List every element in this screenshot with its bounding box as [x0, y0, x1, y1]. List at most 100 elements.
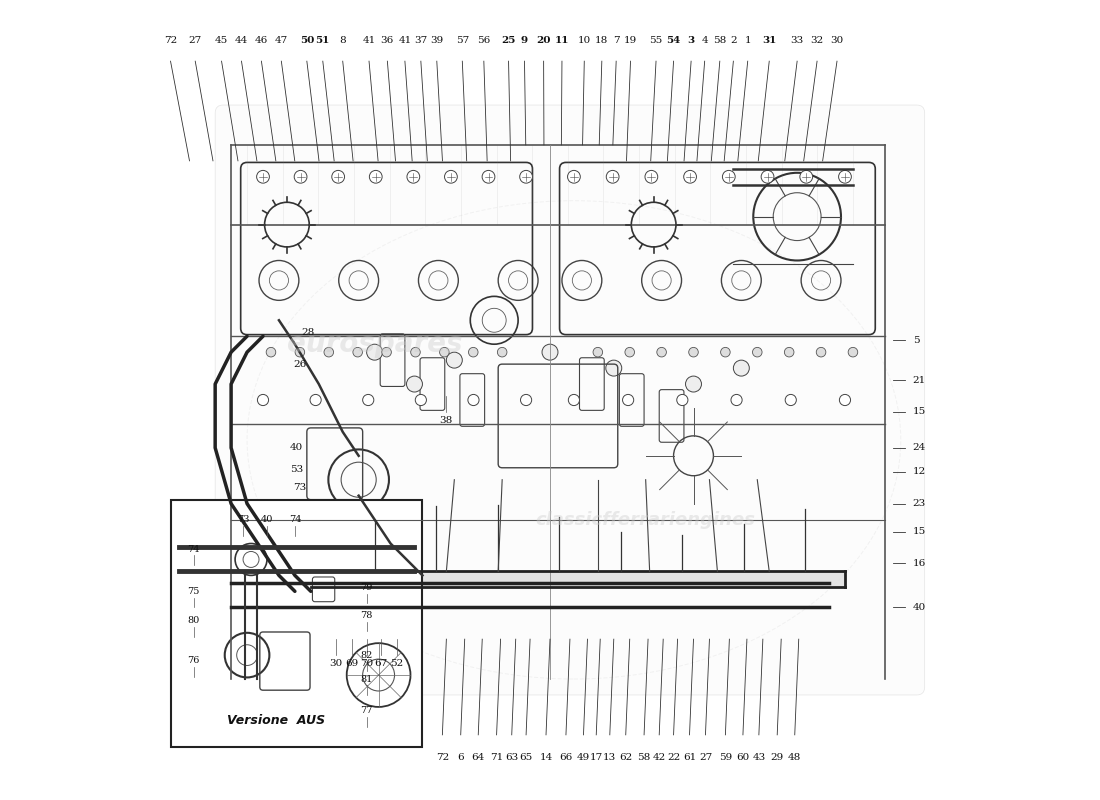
Circle shape — [382, 347, 392, 357]
Text: 75: 75 — [187, 587, 200, 596]
Text: 69: 69 — [345, 659, 359, 668]
Circle shape — [625, 347, 635, 357]
Text: 77: 77 — [361, 706, 373, 715]
Circle shape — [407, 376, 422, 392]
Text: 58: 58 — [713, 36, 726, 46]
Text: 51: 51 — [316, 36, 330, 46]
Text: 21: 21 — [913, 375, 926, 385]
Text: 63: 63 — [505, 753, 518, 762]
Circle shape — [784, 347, 794, 357]
Circle shape — [353, 347, 363, 357]
Text: 81: 81 — [361, 674, 373, 683]
Text: 53: 53 — [289, 465, 302, 474]
Text: 40: 40 — [261, 515, 273, 524]
Text: 10: 10 — [578, 36, 591, 46]
Text: 19: 19 — [624, 36, 637, 46]
Text: 32: 32 — [811, 36, 824, 46]
Text: 72: 72 — [436, 753, 449, 762]
Text: 56: 56 — [477, 36, 491, 46]
Text: classicfferrariengines: classicfferrariengines — [536, 510, 756, 529]
Circle shape — [848, 347, 858, 357]
Text: 17: 17 — [590, 753, 603, 762]
Text: 22: 22 — [667, 753, 680, 762]
Circle shape — [324, 347, 333, 357]
Text: 29: 29 — [771, 753, 784, 762]
Text: 27: 27 — [188, 36, 202, 46]
Circle shape — [816, 347, 826, 357]
Text: 78: 78 — [361, 610, 373, 620]
Text: 36: 36 — [381, 36, 394, 46]
Text: 72: 72 — [164, 36, 177, 46]
Text: 15: 15 — [913, 527, 926, 536]
Circle shape — [569, 394, 580, 406]
Text: 23: 23 — [913, 499, 926, 508]
Circle shape — [520, 394, 531, 406]
Text: 12: 12 — [913, 467, 926, 476]
Circle shape — [266, 347, 276, 357]
Text: 38: 38 — [440, 416, 453, 425]
Text: 45: 45 — [214, 36, 228, 46]
Text: 30: 30 — [330, 659, 343, 668]
Text: 48: 48 — [788, 753, 802, 762]
Text: 70: 70 — [360, 659, 373, 668]
Text: 60: 60 — [736, 753, 749, 762]
Text: 15: 15 — [913, 407, 926, 417]
Circle shape — [497, 347, 507, 357]
Circle shape — [685, 376, 702, 392]
Text: 44: 44 — [235, 36, 249, 46]
Circle shape — [468, 394, 478, 406]
Circle shape — [839, 394, 850, 406]
Text: 9: 9 — [521, 36, 528, 46]
Circle shape — [310, 394, 321, 406]
Text: 7: 7 — [613, 36, 619, 46]
Circle shape — [606, 170, 619, 183]
Text: 62: 62 — [619, 753, 632, 762]
Text: 76: 76 — [187, 656, 200, 665]
Circle shape — [676, 394, 688, 406]
Circle shape — [366, 344, 383, 360]
Text: 73: 73 — [236, 515, 250, 524]
Text: 55: 55 — [649, 36, 662, 46]
Text: 54: 54 — [667, 36, 681, 46]
Text: 11: 11 — [554, 36, 569, 46]
Circle shape — [645, 170, 658, 183]
Text: 57: 57 — [455, 36, 469, 46]
Circle shape — [332, 170, 344, 183]
Text: 13: 13 — [603, 753, 616, 762]
Text: 18: 18 — [595, 36, 608, 46]
Text: 80: 80 — [187, 616, 200, 626]
Circle shape — [363, 394, 374, 406]
Circle shape — [684, 170, 696, 183]
Text: 66: 66 — [559, 753, 573, 762]
Text: 49: 49 — [576, 753, 590, 762]
FancyBboxPatch shape — [216, 105, 925, 695]
Circle shape — [800, 170, 813, 183]
Circle shape — [410, 347, 420, 357]
Text: 25: 25 — [502, 36, 516, 46]
Circle shape — [257, 394, 268, 406]
Circle shape — [734, 360, 749, 376]
Circle shape — [720, 347, 730, 357]
Text: 59: 59 — [718, 753, 732, 762]
Circle shape — [689, 347, 698, 357]
Circle shape — [785, 394, 796, 406]
Circle shape — [761, 170, 774, 183]
Text: 28: 28 — [301, 328, 315, 337]
Circle shape — [256, 170, 270, 183]
Text: 14: 14 — [539, 753, 552, 762]
Text: 1: 1 — [745, 36, 751, 46]
Text: 46: 46 — [255, 36, 268, 46]
Text: 47: 47 — [275, 36, 288, 46]
Circle shape — [838, 170, 851, 183]
Text: 74: 74 — [187, 545, 200, 554]
Text: 33: 33 — [791, 36, 804, 46]
Circle shape — [482, 170, 495, 183]
Text: 64: 64 — [472, 753, 485, 762]
Text: 41: 41 — [398, 36, 411, 46]
Bar — [172, 500, 422, 746]
Text: 24: 24 — [913, 443, 926, 452]
Circle shape — [568, 170, 581, 183]
Text: 2: 2 — [730, 36, 737, 46]
Circle shape — [295, 347, 305, 357]
Text: 74: 74 — [288, 515, 301, 524]
